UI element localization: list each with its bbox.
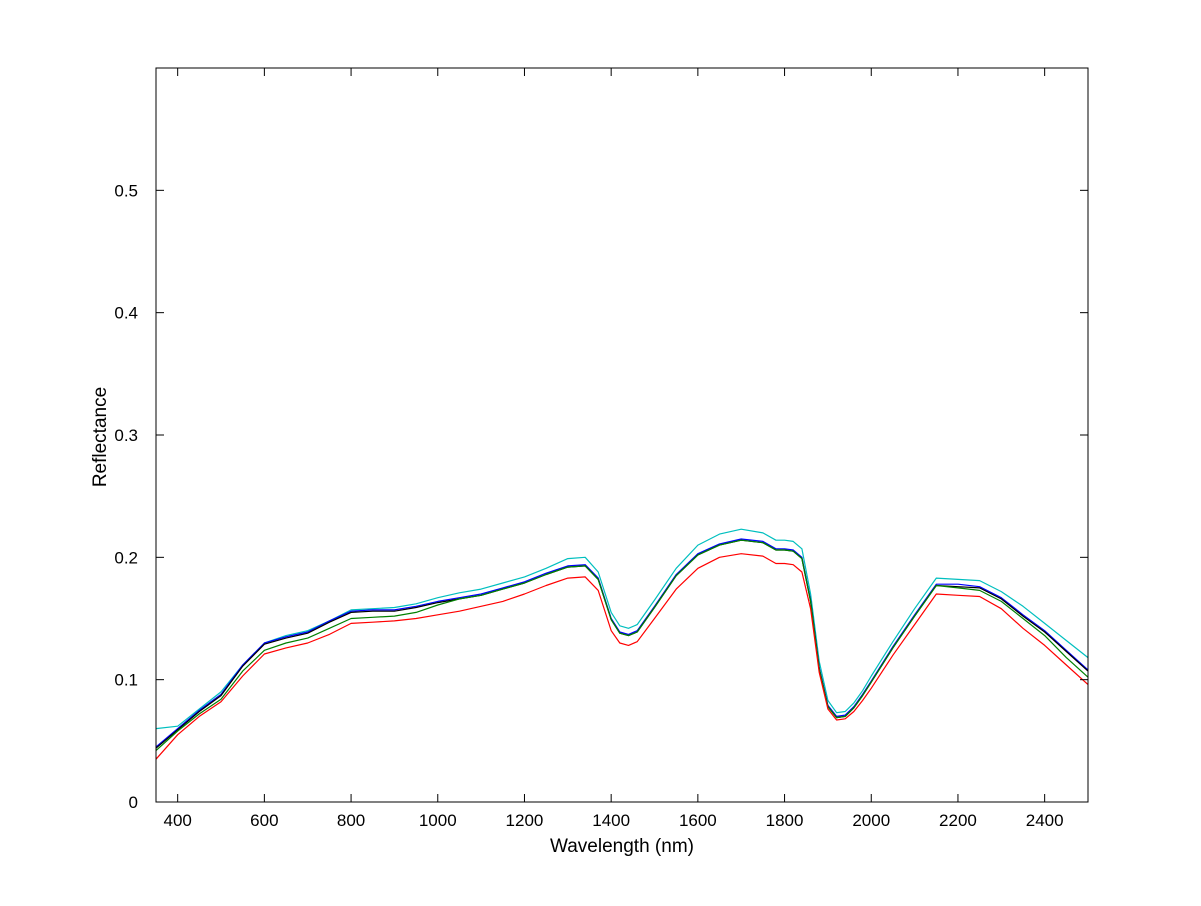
y-tick-label: 0.4	[114, 304, 138, 323]
tick-layer: 400 600 800 1000 1200 1400 1600 1800 2000 2200 240…	[114, 68, 1088, 830]
x-tick-label: 600	[250, 811, 278, 830]
x-tick-label: 2400	[1026, 811, 1064, 830]
y-axis-label: Reflectance	[90, 387, 111, 487]
plot-frame	[155, 67, 1089, 803]
plot-area	[156, 68, 1088, 802]
series-line-4	[155, 539, 1089, 752]
y-tick-label: 0	[129, 793, 138, 812]
series-layer	[155, 528, 1089, 760]
x-tick-label: 400	[163, 811, 191, 830]
y-tick-label: 0.3	[114, 426, 138, 445]
series-line-2	[155, 538, 1089, 748]
series-line-1	[155, 528, 1089, 730]
x-tick-label: 800	[337, 811, 365, 830]
y-tick-label: 0.2	[114, 548, 138, 567]
x-tick-label: 1000	[419, 811, 457, 830]
series-line-5	[155, 553, 1089, 760]
y-tick-label: 0.1	[114, 671, 138, 690]
x-tick-label: 1200	[506, 811, 544, 830]
x-tick-label: 1800	[766, 811, 804, 830]
x-tick-label: 1600	[679, 811, 717, 830]
x-tick-label: 1400	[592, 811, 630, 830]
x-axis-label: Wavelength (nm)	[550, 836, 694, 857]
y-tick-label: 0.5	[114, 181, 138, 200]
x-tick-label: 2200	[939, 811, 977, 830]
x-tick-label: 2000	[852, 811, 890, 830]
